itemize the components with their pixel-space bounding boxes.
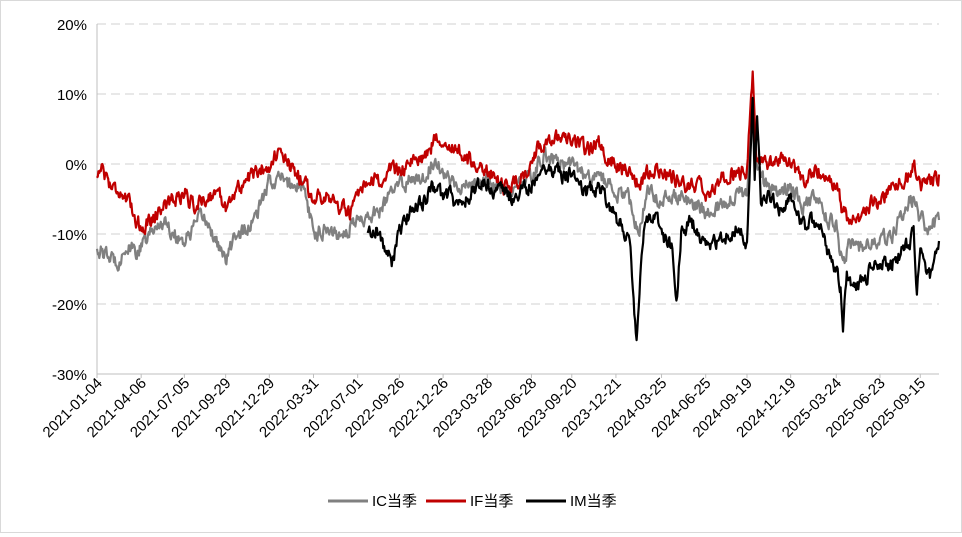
series-line-2 [96, 70, 941, 235]
gridlines [97, 23, 939, 305]
x-axis: 2021-01-042021-04-062021-07-052021-09-29… [40, 373, 939, 441]
series-line-1 [95, 99, 941, 272]
y-tick-label: -30% [52, 367, 87, 384]
series-line-3 [366, 96, 941, 342]
legend: IC当季 IF当季 IM当季 [328, 493, 617, 510]
y-tick-label: -10% [52, 227, 87, 244]
y-axis: 20% 10% 0% -10% -20% -30% [52, 17, 98, 384]
y-tick-label: 20% [57, 17, 87, 34]
y-tick-label: 0% [65, 157, 87, 174]
legend-label: IC当季 [372, 493, 417, 510]
y-tick-label: -20% [52, 297, 87, 314]
legend-label: IF当季 [470, 493, 513, 510]
legend-label: IM当季 [570, 493, 617, 510]
y-tick-label: 10% [57, 87, 87, 104]
series-lines [95, 70, 941, 342]
